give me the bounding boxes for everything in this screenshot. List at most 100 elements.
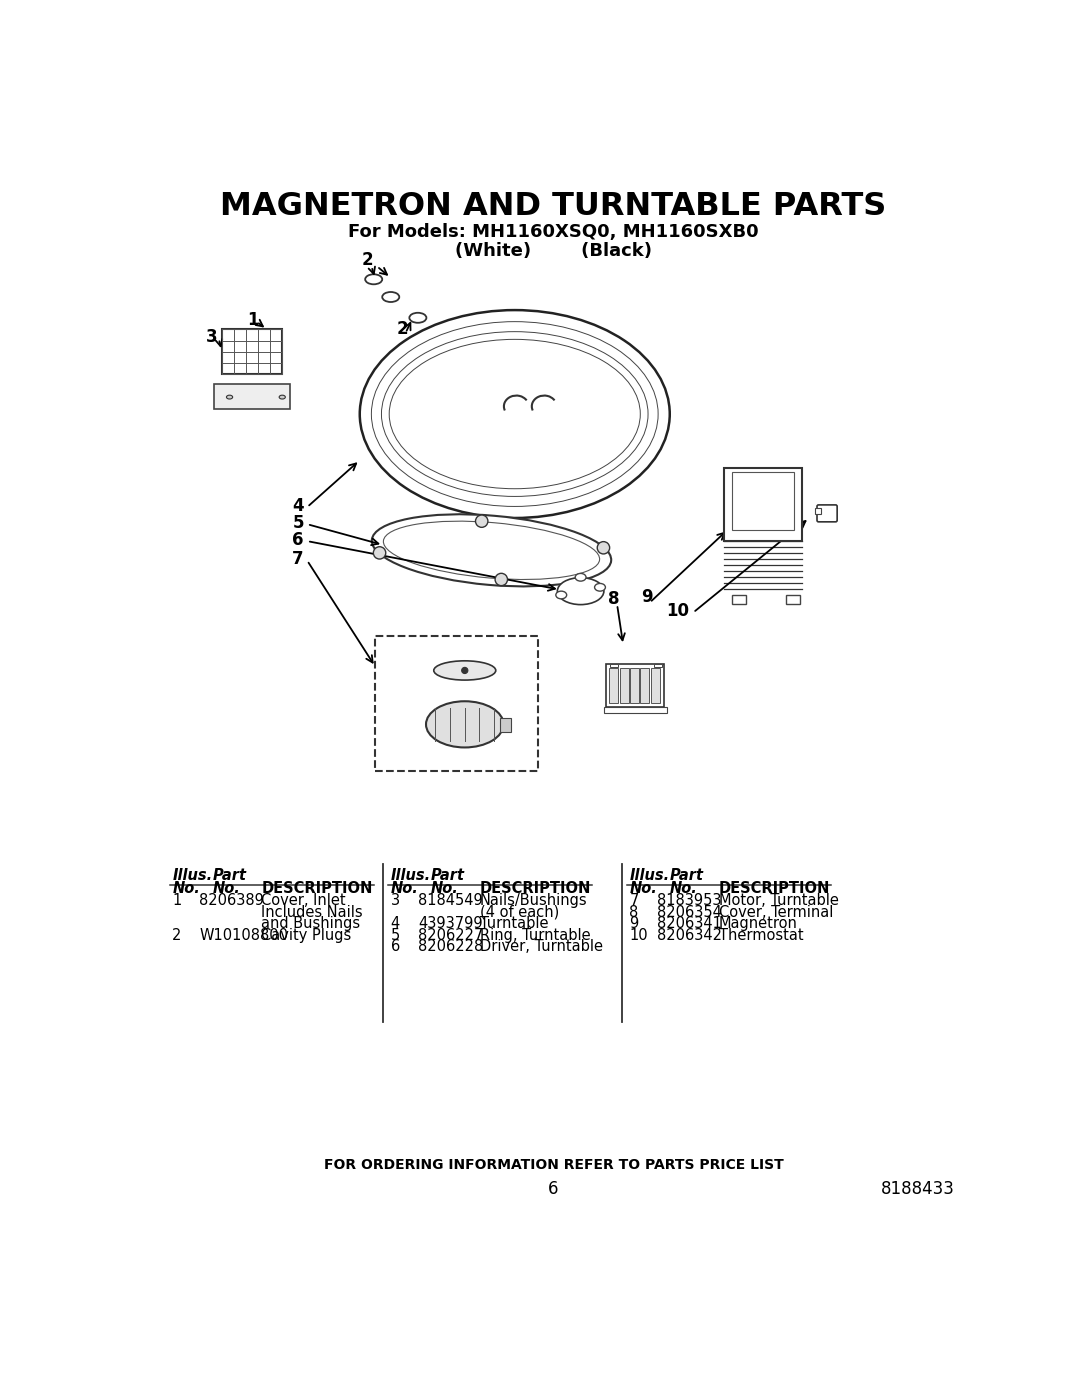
Ellipse shape [434,661,496,680]
Ellipse shape [576,573,586,581]
Text: MAGNETRON AND TURNTABLE PARTS: MAGNETRON AND TURNTABLE PARTS [220,191,887,222]
Text: 8206341: 8206341 [657,916,721,930]
Text: 8206354: 8206354 [657,904,721,919]
Ellipse shape [495,573,508,585]
Bar [786,595,800,605]
Text: 3: 3 [391,893,400,908]
Bar [610,665,618,668]
Text: Nails/Bushings: Nails/Bushings [480,893,588,908]
Text: For Models: MH1160XSQ0, MH1160SXB0: For Models: MH1160XSQ0, MH1160SXB0 [348,224,759,242]
Text: 2: 2 [172,928,181,943]
Bar [630,668,639,703]
Text: Illus.: Illus. [630,869,670,883]
Text: 1: 1 [172,893,181,908]
Ellipse shape [382,292,400,302]
Text: 8206342: 8206342 [657,928,721,943]
Text: Includes Nails: Includes Nails [261,904,363,919]
Text: 6: 6 [293,531,303,549]
Text: 8184549: 8184549 [418,893,483,908]
Text: 10: 10 [630,928,648,943]
Text: 3: 3 [206,328,218,346]
Text: No.: No. [391,882,419,897]
Text: No.: No. [630,882,658,897]
Bar [214,384,291,409]
Text: (White)        (Black): (White) (Black) [455,242,652,260]
Text: 4: 4 [293,497,303,515]
Bar [620,668,629,703]
Ellipse shape [279,395,285,400]
Text: 10: 10 [666,602,689,620]
Text: 8206389: 8206389 [200,893,265,908]
Text: 8206227: 8206227 [418,928,483,943]
Bar [375,636,538,771]
Ellipse shape [409,313,427,323]
Bar [221,330,282,374]
Text: 8206228: 8206228 [418,939,483,954]
Text: Motor, Turntable: Motor, Turntable [718,893,838,908]
Bar [606,665,664,707]
FancyBboxPatch shape [816,504,837,522]
Text: DESCRIPTION: DESCRIPTION [480,882,591,897]
Bar [604,707,666,712]
Text: 6: 6 [549,1180,558,1199]
Bar [654,665,662,668]
Text: Turntable: Turntable [480,916,549,930]
Text: No.: No. [172,882,200,897]
Bar [609,668,618,703]
Text: No.: No. [670,882,698,897]
Ellipse shape [365,274,382,285]
Bar [500,718,511,732]
Ellipse shape [426,701,503,747]
Bar [651,668,660,703]
Text: 8183953: 8183953 [657,893,721,908]
Text: 9: 9 [640,588,652,606]
Text: No.: No. [213,882,240,897]
Text: 4393799: 4393799 [418,916,483,930]
Text: 8: 8 [608,590,620,608]
Ellipse shape [556,591,567,599]
Text: W10108800: W10108800 [200,928,288,943]
Text: 7: 7 [293,550,303,567]
Text: 1: 1 [247,312,259,330]
Text: 9: 9 [630,916,638,930]
Bar [640,668,649,703]
Text: Cavity Plugs: Cavity Plugs [261,928,352,943]
Ellipse shape [372,514,611,587]
Text: 5: 5 [391,928,400,943]
Text: 8: 8 [630,904,638,919]
Ellipse shape [595,584,606,591]
Ellipse shape [557,578,604,605]
Ellipse shape [597,542,609,555]
Ellipse shape [461,668,468,673]
Text: 2: 2 [396,320,408,338]
Text: 6: 6 [391,939,400,954]
Text: Magnetron: Magnetron [718,916,797,930]
Text: 2: 2 [362,251,374,270]
Text: 8188433: 8188433 [881,1180,955,1199]
Bar [724,468,801,541]
Text: 4: 4 [391,916,400,930]
Text: Part: Part [670,869,704,883]
Text: DESCRIPTION: DESCRIPTION [718,882,829,897]
Text: and Bushings: and Bushings [261,916,361,930]
Text: 7: 7 [630,893,639,908]
Text: Ring, Turntable: Ring, Turntable [480,928,591,943]
Text: DESCRIPTION: DESCRIPTION [261,882,373,897]
Text: Cover, Terminal: Cover, Terminal [718,904,833,919]
Ellipse shape [360,310,670,518]
Bar [814,509,821,514]
Bar [732,595,745,605]
Text: Illus.: Illus. [172,869,213,883]
Ellipse shape [374,546,386,559]
Text: Cover, Inlet: Cover, Inlet [261,893,346,908]
Text: (4 of each): (4 of each) [480,904,559,919]
Text: 5: 5 [293,514,303,532]
Text: Driver, Turntable: Driver, Turntable [480,939,603,954]
Bar [732,472,794,529]
Text: Part: Part [213,869,246,883]
Ellipse shape [475,515,488,527]
Text: Illus.: Illus. [391,869,431,883]
Text: No.: No. [431,882,459,897]
Text: Part: Part [431,869,465,883]
Ellipse shape [227,395,232,400]
